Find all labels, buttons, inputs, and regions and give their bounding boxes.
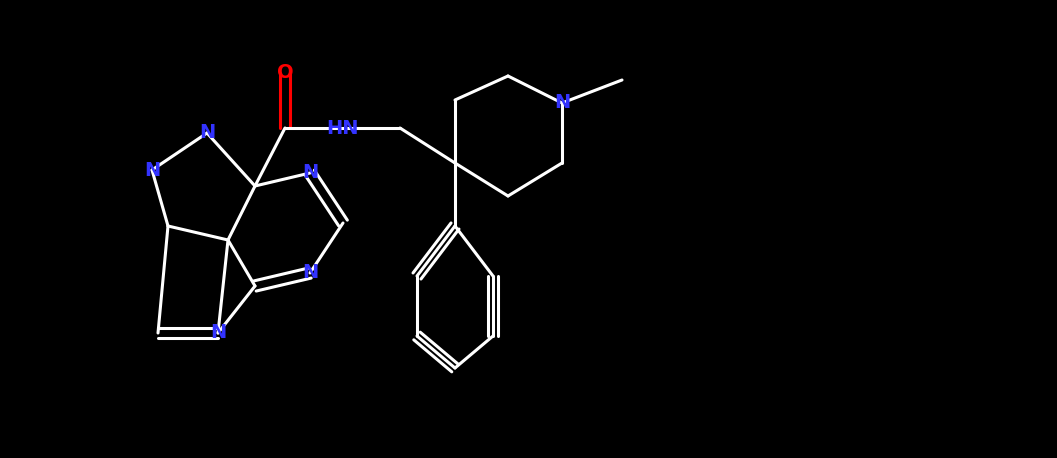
Text: N: N [199,124,216,142]
Text: N: N [210,323,226,343]
Text: N: N [144,160,160,180]
Text: N: N [302,263,318,283]
Text: O: O [277,64,293,82]
Text: HN: HN [326,119,358,137]
Text: N: N [302,164,318,182]
Text: N: N [554,93,570,113]
